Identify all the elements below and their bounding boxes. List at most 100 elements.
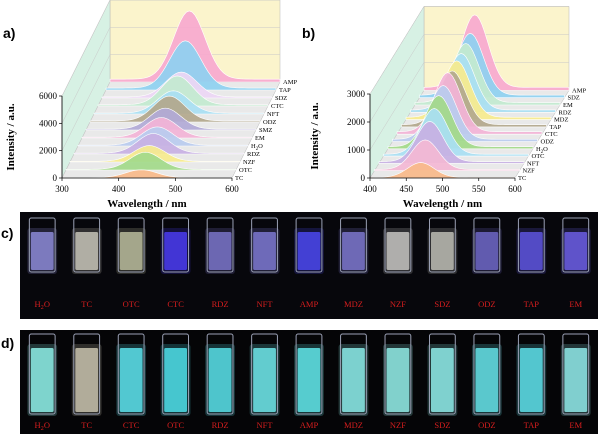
cuvette: [473, 333, 501, 415]
cuvette: [73, 333, 101, 415]
vial-liquid: [386, 348, 410, 412]
cuvette: [162, 333, 190, 415]
cuvette: [206, 333, 234, 415]
series-label: TC: [235, 175, 243, 182]
series-label: NFT: [267, 111, 279, 118]
series-label: CTC: [271, 103, 284, 110]
y-tick-label: 1000: [347, 145, 366, 155]
cuvette: [428, 217, 456, 273]
vial-liquid: [30, 348, 54, 412]
vial-liquid: [342, 348, 365, 412]
series-label: TAP: [550, 124, 562, 131]
series-label: H2O: [536, 146, 548, 155]
series-label: AMP: [572, 87, 586, 94]
y-axis-label: Intensity / a.u.: [309, 102, 321, 169]
vial-label: SDZ: [434, 420, 450, 430]
series-label: AMP: [283, 79, 297, 86]
series-label: RDZ: [247, 151, 260, 158]
vial-liquid: [119, 232, 143, 270]
series-odz: [89, 95, 261, 123]
vial-liquid: [208, 348, 232, 412]
cuvette: [517, 333, 545, 415]
vial-label: TAP: [524, 420, 540, 430]
grid-line: [61, 27, 111, 124]
vial-label: TC: [81, 299, 92, 309]
series-label: SDZ: [275, 95, 287, 102]
vial-liquid: [75, 232, 99, 270]
x-tick-label: 600: [508, 184, 522, 194]
vial-label: NFT: [257, 299, 274, 309]
series-tap: [105, 40, 277, 91]
y-tick-label: 6000: [39, 91, 58, 101]
series-nzf: [69, 145, 241, 163]
vial-liquid: [208, 232, 232, 270]
vial-label: ODZ: [478, 299, 495, 309]
cuvette: [562, 217, 590, 273]
photo-d: H2O TC CTC OTC RDZ NFT AMP MDZ NZF SDZ ODZ TAP EM: [20, 330, 598, 434]
x-tick-label: 400: [112, 184, 126, 194]
vial-liquid: [253, 232, 276, 270]
series-label: CTC: [545, 131, 558, 138]
cuvette: [28, 217, 56, 273]
series-label: ODZ: [541, 139, 554, 146]
vial-liquid: [30, 232, 54, 270]
cuvette: [28, 333, 56, 415]
vial-label: SDZ: [434, 299, 450, 309]
vial-liquid: [253, 348, 276, 412]
vial-liquid: [475, 232, 499, 270]
panel-label-a: a): [3, 25, 15, 41]
x-tick-label: 500: [436, 184, 450, 194]
vial-liquid: [164, 348, 188, 412]
vial-label: RDZ: [212, 299, 229, 309]
series-nzf: [374, 139, 520, 171]
vial-label: ODZ: [478, 420, 495, 430]
x-tick-label: 400: [363, 184, 377, 194]
grid-line: [369, 34, 425, 123]
series-label: SDZ: [568, 95, 580, 102]
series-label: NZF: [523, 168, 536, 175]
x-tick-label: 600: [225, 184, 239, 194]
vial-label: AMP: [300, 420, 319, 430]
cuvette: [117, 333, 145, 415]
series-ctc: [97, 75, 269, 107]
vial-liquid: [342, 232, 365, 270]
vial-label: OTC: [123, 299, 140, 309]
x-axis-label: Wavelength / nm: [403, 198, 482, 210]
vial-label: TC: [81, 420, 92, 430]
vial-label: MDZ: [344, 420, 363, 430]
series-label: EM: [563, 102, 573, 109]
grid-line: [369, 6, 425, 95]
grid-line: [61, 0, 111, 97]
y-tick-label: 0: [53, 173, 58, 183]
vial-liquid: [164, 232, 188, 270]
series-label: OTC: [532, 153, 545, 160]
vial-label: CTC: [167, 299, 184, 309]
cuvette: [428, 333, 456, 415]
grid-line: [369, 62, 425, 151]
cuvette: [517, 217, 545, 273]
series-label: NZF: [243, 159, 256, 166]
cuvette: [251, 333, 278, 415]
cuvette: [295, 217, 323, 273]
series-label: OTC: [239, 167, 252, 174]
vial-label: NFT: [257, 420, 274, 430]
vial-label: EM: [569, 420, 582, 430]
series-label: RDZ: [559, 109, 572, 116]
vial-liquid: [297, 232, 321, 270]
cuvette: [295, 333, 323, 415]
vial-liquid: [475, 348, 499, 412]
series-h2o: [77, 126, 249, 147]
vial-label: H2O: [34, 420, 49, 432]
series-otc: [65, 151, 237, 171]
cuvette: [384, 217, 412, 273]
cuvette: [562, 333, 590, 415]
series-label: ODZ: [263, 119, 276, 126]
panel-label-c: c): [1, 225, 13, 241]
vial-label: EM: [569, 299, 582, 309]
vial-liquid: [564, 348, 588, 412]
cuvette: [384, 333, 412, 415]
series-label: H2O: [251, 143, 263, 152]
series-label: NFT: [527, 160, 539, 167]
